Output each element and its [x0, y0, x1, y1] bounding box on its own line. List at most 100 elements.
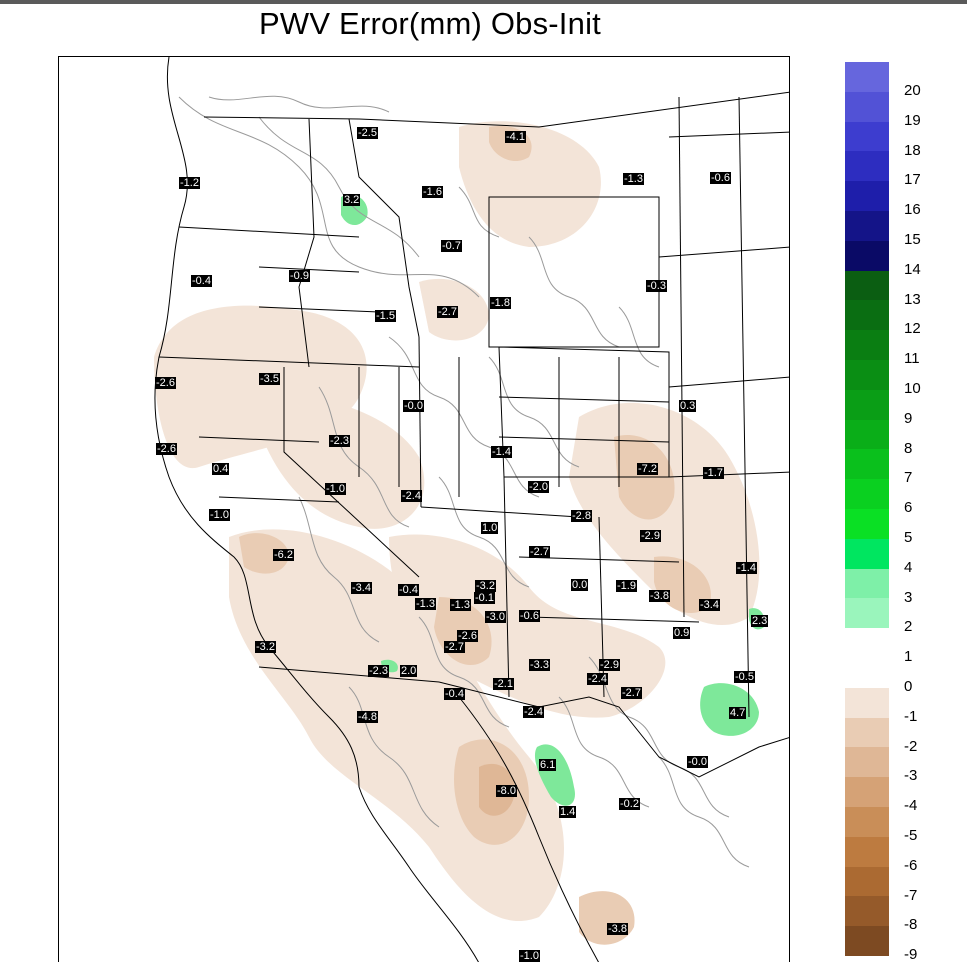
- map-title: PWV Error(mm) Obs-Init: [259, 6, 601, 41]
- station-value-label: -2.4: [401, 490, 422, 502]
- gulf-coast-east: [458, 696, 600, 962]
- colorbar-tick-label: 7: [904, 469, 913, 487]
- colorbar-tick-label: 13: [904, 290, 921, 308]
- colorbar-tick-label: 12: [904, 320, 921, 338]
- station-value-label: -3.4: [699, 599, 720, 611]
- colorbar-tick-label: -1: [904, 707, 918, 725]
- station-value-label: -1.0: [519, 950, 540, 962]
- colorbar-swatch: [845, 449, 889, 480]
- west-coastline: [154, 57, 479, 962]
- idaho-mt-line: [348, 118, 420, 338]
- station-value-label: -3.8: [649, 590, 670, 602]
- wy-box: [488, 196, 660, 348]
- plains-grid-2: [658, 246, 789, 258]
- station-value-label: -1.7: [703, 467, 724, 479]
- station-value-label: -1.3: [450, 599, 471, 611]
- colorbar-tick-label: -9: [904, 946, 918, 963]
- station-value-label: -2.7: [437, 306, 458, 318]
- colorbar-tick-label: 14: [904, 260, 921, 278]
- colorbar-tick-label: 0: [904, 678, 913, 695]
- nv-ut-line: [418, 336, 422, 508]
- station-value-label: -1.4: [736, 562, 757, 574]
- az-nm-line: [503, 476, 510, 698]
- station-value-label: -7.2: [637, 463, 658, 475]
- colorbar-tick-label: 8: [904, 439, 913, 457]
- colorbar-swatch: [845, 300, 889, 331]
- shade-great-basin: [249, 394, 425, 529]
- colorbar-tick-label: 16: [904, 201, 921, 219]
- colorbar-swatch: [845, 687, 889, 719]
- colorbar-swatch: [845, 717, 889, 748]
- station-value-label: -3.8: [607, 923, 628, 935]
- colorbar-tick-label: 15: [904, 231, 921, 248]
- colorbar-swatch: [845, 807, 889, 838]
- colorbar-tick-label: 6: [904, 499, 913, 517]
- station-value-label: -2.7: [621, 687, 642, 699]
- colorbar-tick-label: 18: [904, 141, 921, 159]
- station-value-label: -0.4: [191, 275, 212, 287]
- mexico-border: [258, 666, 789, 778]
- colorbar-swatch: [845, 658, 889, 689]
- top-border: [0, 0, 967, 4]
- station-value-label: -0.6: [710, 172, 731, 184]
- colorbar-swatch: [845, 419, 889, 450]
- station-value-label: -3.2: [475, 580, 496, 592]
- colorbar-tick-label: 3: [904, 588, 913, 606]
- colorbar-tick-label: -3: [904, 767, 918, 785]
- colorbar-tick-label: 20: [904, 82, 921, 99]
- colorbar-tick-label: 2: [904, 618, 913, 636]
- ca-nv-diagonal: [283, 367, 420, 578]
- station-value-label: -2.3: [329, 435, 350, 447]
- shade-montana: [459, 121, 601, 247]
- station-value-label: -0.7: [441, 240, 462, 252]
- station-value-label: -2.1: [493, 678, 514, 690]
- shade-socal-dark: [239, 533, 289, 574]
- station-value-label: -4.1: [505, 131, 526, 143]
- station-value-label: -2.7: [444, 641, 465, 653]
- station-value-label: -0.4: [398, 584, 419, 596]
- station-value-label: -0.0: [403, 400, 424, 412]
- political-boundaries: [154, 57, 789, 962]
- colorbar-tick-label: 9: [904, 409, 913, 427]
- county-lines-c: [498, 396, 700, 623]
- station-value-label: -0.9: [289, 270, 310, 282]
- station-value-label: -2.6: [156, 443, 177, 455]
- station-value-label: 0.4: [212, 463, 230, 475]
- station-value-label: 1.4: [559, 806, 577, 818]
- colorbar-swatch: [845, 330, 889, 361]
- station-value-label: -3.2: [255, 641, 276, 653]
- station-value-label: -3.5: [259, 373, 280, 385]
- station-value-label: -0.2: [619, 798, 640, 810]
- station-value-label: -1.3: [415, 598, 436, 610]
- station-value-label: -1.3: [623, 173, 644, 185]
- colorbar-swatch: [845, 628, 889, 659]
- station-value-label: 2.0: [400, 665, 418, 677]
- station-value-label: -1.5: [375, 310, 396, 322]
- station-value-label: -0.3: [646, 280, 667, 292]
- colorbar-tick-label: 17: [904, 171, 921, 189]
- shade-gulf-baja: [579, 891, 635, 945]
- plains-grid-6: [738, 96, 750, 718]
- station-value-label: -2.9: [640, 530, 661, 542]
- station-value-label: -2.9: [599, 659, 620, 671]
- station-value-label: -2.6: [457, 630, 478, 642]
- station-value-label: -2.0: [528, 481, 549, 493]
- colorbar-tick-label: -8: [904, 916, 918, 934]
- colorbar-swatch: [845, 747, 889, 778]
- plains-grid-3: [668, 376, 789, 388]
- idaho-west: [298, 118, 315, 368]
- station-value-label: -1.2: [179, 177, 200, 189]
- station-value-label: -0.0: [687, 756, 708, 768]
- colorbar-swatch: [845, 91, 889, 123]
- colorbar-swatch: [845, 926, 889, 957]
- plains-grid-4: [668, 471, 789, 478]
- station-value-label: -1.8: [490, 297, 511, 309]
- station-value-label: -2.5: [357, 127, 378, 139]
- colorbar-swatch: [845, 896, 889, 927]
- station-value-label: -0.6: [519, 610, 540, 622]
- colorbar-swatch: [845, 270, 889, 301]
- station-value-label: -3.3: [529, 659, 550, 671]
- colorbar-swatch: [845, 479, 889, 510]
- station-value-label: 3.2: [343, 194, 361, 206]
- station-value-label: -0.4: [444, 688, 465, 700]
